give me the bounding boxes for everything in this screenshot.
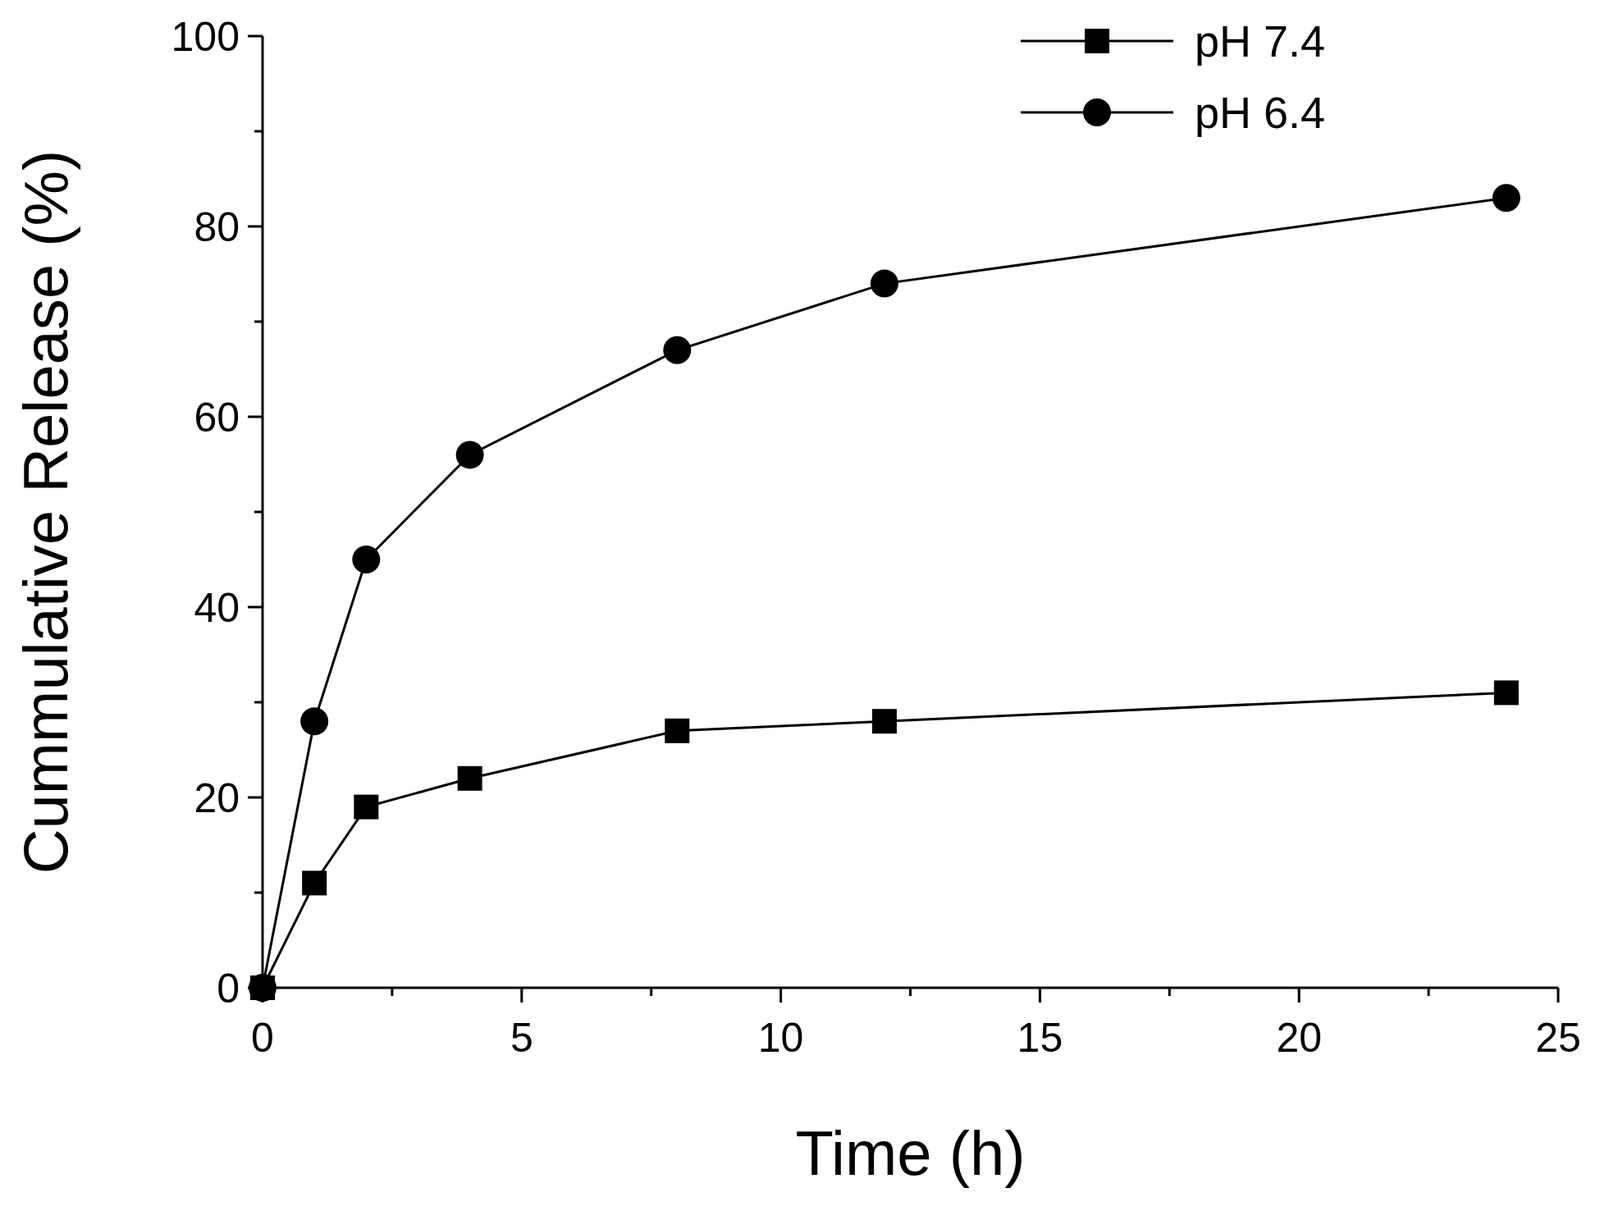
data-point	[248, 973, 277, 1002]
y-tick	[247, 35, 263, 38]
y-minor-tick	[254, 320, 263, 324]
y-minor-tick	[254, 130, 263, 133]
data-point	[664, 718, 690, 744]
y-axis-label: Cummulative Release (%)	[10, 150, 81, 875]
y-minor-tick	[254, 891, 263, 895]
chart-container: 0 5 10 15 20 25 0 20 40 60 80 100 Time (h) Cummulativ…	[0, 0, 1600, 1206]
data-point	[457, 766, 483, 791]
y-tick-label: 80	[193, 204, 240, 251]
x-tick	[520, 987, 523, 1003]
x-tick-label: 15	[1017, 1014, 1064, 1061]
x-tick-label: 10	[758, 1014, 805, 1061]
x-minor-tick	[390, 987, 394, 997]
x-tick-label: 20	[1275, 1014, 1322, 1061]
y-tick-label: 0	[216, 965, 240, 1012]
y-minor-tick	[254, 701, 263, 704]
axes	[247, 36, 1559, 1003]
data-point	[872, 708, 897, 734]
x-axis-label: Time (h)	[795, 1118, 1025, 1189]
legend: pH 7.4 pH 6.4	[1020, 16, 1326, 138]
x-tick	[779, 987, 782, 1003]
data-point	[352, 545, 380, 574]
y-tick	[247, 796, 263, 800]
y-minor-tick	[254, 511, 263, 514]
x-tick	[1038, 987, 1042, 1003]
y-tick	[247, 416, 263, 419]
x-tick-label: 25	[1535, 1014, 1582, 1061]
legend-label: pH 7.4	[1194, 16, 1326, 66]
x-tick-label: 5	[510, 1014, 534, 1061]
data-point	[353, 795, 379, 820]
y-tick-label: 100	[171, 13, 240, 60]
series-line	[262, 197, 1507, 988]
y-tick	[247, 225, 263, 229]
data-point	[456, 440, 485, 469]
x-tick-label: 0	[251, 1014, 275, 1061]
y-tick-label: 20	[193, 775, 240, 822]
legend-marker	[1084, 28, 1110, 54]
y-tick-label: 40	[193, 585, 240, 631]
x-minor-tick	[649, 987, 653, 997]
x-minor-tick	[1427, 987, 1431, 997]
chart-svg: 0 5 10 15 20 25 0 20 40 60 80 100 Time (h) Cummulativ…	[0, 0, 1600, 1206]
data-point	[870, 269, 899, 298]
y-tick	[247, 606, 263, 609]
x-tick	[1557, 987, 1560, 1003]
y-tick-label: 60	[193, 394, 240, 441]
x-minor-tick	[1168, 987, 1171, 997]
data-point	[662, 336, 691, 365]
legend-label: pH 6.4	[1194, 87, 1326, 138]
data-point	[1492, 183, 1521, 212]
x-tick	[1298, 987, 1301, 1003]
data-point	[300, 707, 329, 736]
x-minor-tick	[909, 987, 912, 997]
legend-marker	[1083, 98, 1111, 127]
data-point	[1494, 680, 1519, 705]
plot-area	[248, 183, 1521, 1002]
series-line	[262, 692, 1507, 988]
data-point	[301, 870, 327, 896]
